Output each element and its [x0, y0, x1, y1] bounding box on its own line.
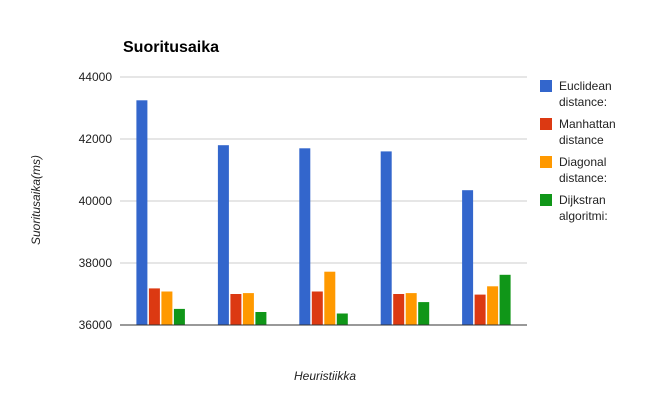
- bar-manhattan-5: [474, 294, 486, 325]
- legend-label: Diagonal: [559, 155, 606, 169]
- y-tick-label: 42000: [79, 132, 113, 146]
- legend-swatch: [540, 194, 552, 206]
- bar-diagonal-3: [324, 271, 336, 325]
- bar-euclidean-3: [299, 148, 311, 325]
- y-axis-ticks: 36000 38000 40000 42000 44000: [79, 70, 113, 332]
- legend-label: distance:: [559, 95, 607, 109]
- legend-label: algoritmi:: [559, 209, 608, 223]
- x-axis-label: Heuristiikka: [294, 369, 356, 383]
- legend-label: distance: [559, 133, 604, 147]
- bar-dijkstran-4: [418, 302, 430, 325]
- bar-dijkstran-1: [173, 308, 185, 325]
- bar-euclidean-1: [136, 100, 148, 326]
- bar-diagonal-5: [487, 286, 499, 326]
- bar-diagonal-1: [161, 291, 173, 325]
- legend-swatch: [540, 118, 552, 130]
- bar-dijkstran-5: [499, 274, 511, 325]
- bars: [136, 100, 511, 326]
- y-tick-label: 36000: [79, 318, 113, 332]
- bar-euclidean-2: [217, 145, 229, 325]
- legend-swatch: [540, 80, 552, 92]
- bar-dijkstran-2: [255, 312, 267, 325]
- legend-swatch: [540, 156, 552, 168]
- legend: Euclidean distance: Manhattan distance Diago…: [540, 79, 616, 223]
- legend-label: Dijkstran: [559, 193, 606, 207]
- gridlines: [120, 76, 527, 264]
- bar-manhattan-2: [230, 294, 242, 325]
- legend-label: distance:: [559, 171, 607, 185]
- bar-manhattan-3: [311, 291, 323, 325]
- legend-label: Manhattan: [559, 117, 616, 131]
- bar-manhattan-1: [148, 288, 160, 325]
- y-axis-label: Suoritusaika(ms): [29, 155, 43, 245]
- y-tick-label: 38000: [79, 256, 113, 270]
- y-tick-label: 40000: [79, 194, 113, 208]
- bar-diagonal-4: [405, 293, 417, 325]
- bar-diagonal-2: [242, 293, 254, 325]
- bar-euclidean-4: [380, 151, 392, 325]
- bar-manhattan-4: [393, 294, 405, 325]
- bar-euclidean-5: [462, 190, 474, 325]
- legend-label: Euclidean: [559, 79, 612, 93]
- bar-dijkstran-3: [336, 313, 348, 325]
- chart-title: Suoritusaika: [123, 39, 219, 56]
- y-tick-label: 44000: [79, 70, 113, 84]
